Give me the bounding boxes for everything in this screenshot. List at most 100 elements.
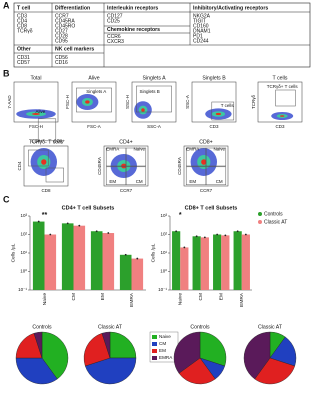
gate-label: CM (216, 179, 223, 184)
table-header: T cell (17, 5, 31, 11)
pie-slice (83, 333, 111, 367)
table-item: CD45RO (55, 23, 75, 29)
table-item: DNAM1 (193, 28, 211, 34)
gate (275, 89, 296, 107)
legend-label: Classic AT (264, 219, 287, 225)
gate-label: CD4+ (31, 138, 43, 143)
legend-label: CM (159, 341, 166, 346)
bar (131, 258, 144, 290)
plot-title: Singlets A (142, 75, 166, 81)
table-item: CD16 (55, 60, 68, 66)
bar-point (195, 235, 198, 238)
bar (180, 247, 189, 290)
legend-label: EM (159, 348, 166, 353)
gate-label: Alive (36, 109, 46, 114)
table-item: CD57 (17, 60, 30, 66)
gate (211, 101, 235, 121)
y-tick-label: 10³ (20, 213, 27, 218)
y-tick-label: 10¹ (160, 250, 167, 255)
gate (45, 167, 64, 183)
bar (241, 234, 250, 290)
y-axis-label: CD4 (17, 161, 22, 170)
x-axis-label: FSC-H (29, 124, 43, 129)
bar-point (107, 232, 110, 234)
pie-slice (199, 331, 227, 367)
y-axis-label: SSC-H (125, 95, 130, 109)
gate (125, 147, 147, 167)
density (280, 115, 285, 117)
gate (76, 87, 112, 113)
y-axis-label: CD45RA (97, 157, 102, 175)
pie-title: Controls (32, 324, 52, 330)
bar (32, 221, 45, 290)
y-axis-label: Cells /µL (150, 243, 156, 262)
table-header: Chemokine receptors (107, 27, 160, 33)
x-axis-label: CCR7 (200, 188, 213, 193)
bar-point (124, 253, 127, 256)
x-axis-label: FSC-A (87, 124, 101, 129)
bar (119, 254, 132, 290)
pie-slice (41, 331, 69, 380)
bar-point (183, 246, 186, 249)
y-axis-label: TCRγδ (251, 95, 256, 109)
table-frame (13, 2, 311, 68)
legend-swatch (152, 349, 157, 353)
bar-point (224, 234, 227, 237)
panel-label: C (3, 194, 10, 204)
table-item: CXCR3 (107, 39, 124, 45)
gate-label: Singlets A (86, 89, 106, 94)
gate (205, 147, 227, 167)
bar (233, 231, 242, 290)
pie-slice (15, 357, 58, 385)
gate-label: Naive (213, 146, 225, 151)
gate (136, 85, 172, 113)
plot-title: Singlets B (202, 75, 226, 81)
bar-point (37, 220, 40, 223)
density (85, 100, 90, 104)
y-tick-label: 10³ (160, 213, 167, 218)
table-header: NK cell markers (55, 46, 94, 52)
table-item: CD3 (17, 13, 27, 19)
gate (37, 118, 57, 142)
y-axis-label: SSC-A (185, 95, 190, 109)
y-axis-label: CD45RA (177, 157, 182, 175)
bar (172, 231, 181, 290)
bar (90, 231, 103, 290)
x-tick-label: EMRA (239, 292, 245, 307)
density (41, 159, 47, 165)
legend-swatch (152, 342, 157, 346)
bar-point (49, 233, 52, 236)
x-tick-label: CM (71, 293, 77, 300)
bar (73, 225, 86, 290)
pie-slice (243, 331, 271, 380)
x-tick-label: Naive (178, 293, 184, 306)
significance: * (179, 212, 182, 219)
x-tick-label: EMRA (129, 292, 135, 307)
table-item: CCR6 (107, 34, 121, 40)
significance: ** (42, 212, 48, 219)
table-header: Inhibitory/Activating receptors (193, 5, 268, 11)
bar-point (244, 233, 247, 236)
x-tick-label: EM (219, 293, 225, 300)
bar-point (236, 230, 239, 233)
pie-title: Classic AT (258, 324, 283, 330)
plot-title: CD8+ (199, 139, 212, 145)
bar-point (66, 222, 69, 225)
pie-slice (173, 331, 201, 374)
table-item: CD4 (17, 18, 27, 24)
panel-label: A (3, 0, 10, 10)
density (201, 159, 207, 165)
panel-label: B (3, 68, 10, 78)
bar-point (203, 236, 206, 239)
pie-slice (178, 357, 216, 385)
legend-label: Naive (159, 334, 171, 339)
y-axis-label: FSC-H (65, 95, 70, 109)
gate-label: CM (136, 179, 143, 184)
table-item: NKG2A (193, 13, 211, 19)
y-tick-label: 10² (20, 232, 27, 237)
x-axis-label: CD3 (275, 124, 284, 129)
bar (200, 237, 209, 290)
gate-label: EM (109, 179, 116, 184)
gate-label: EM (189, 179, 196, 184)
